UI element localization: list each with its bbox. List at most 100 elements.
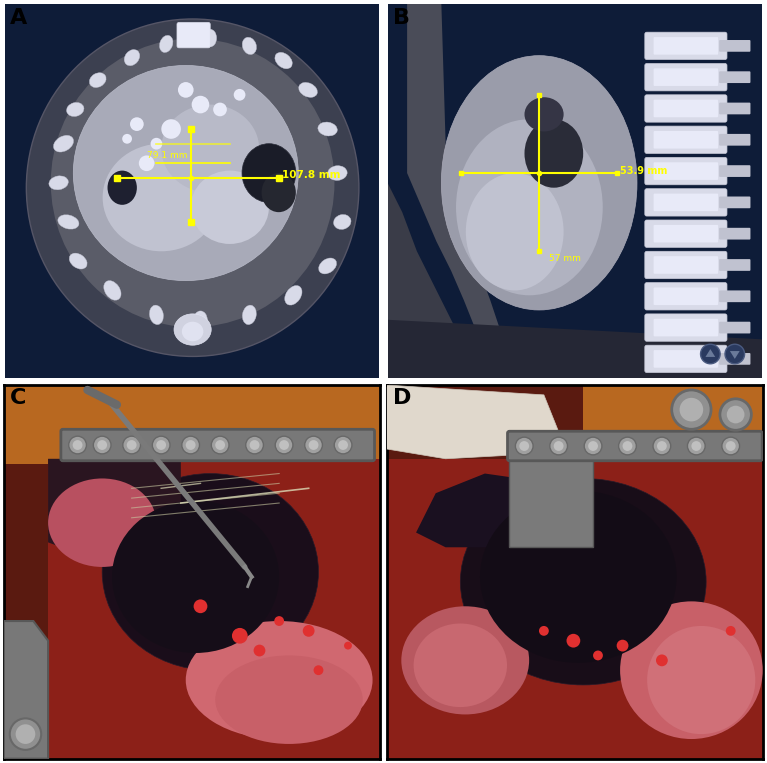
Polygon shape (387, 385, 564, 459)
FancyBboxPatch shape (653, 256, 718, 274)
Polygon shape (387, 459, 763, 758)
Ellipse shape (161, 105, 259, 192)
Polygon shape (407, 4, 515, 378)
Circle shape (150, 138, 163, 150)
Circle shape (130, 118, 143, 131)
Circle shape (722, 437, 739, 455)
Circle shape (94, 436, 111, 454)
Circle shape (69, 436, 87, 454)
Ellipse shape (104, 281, 121, 300)
Polygon shape (706, 349, 716, 357)
Polygon shape (48, 459, 181, 562)
FancyBboxPatch shape (645, 282, 727, 310)
Ellipse shape (186, 621, 373, 739)
Polygon shape (48, 459, 380, 758)
Circle shape (122, 134, 132, 143)
Circle shape (156, 440, 166, 450)
FancyBboxPatch shape (719, 197, 750, 208)
FancyBboxPatch shape (645, 95, 727, 122)
Text: B: B (393, 8, 410, 27)
Circle shape (232, 628, 248, 644)
Ellipse shape (262, 173, 296, 212)
Circle shape (254, 645, 265, 656)
Circle shape (680, 398, 703, 421)
Circle shape (550, 437, 568, 455)
Polygon shape (5, 4, 380, 378)
FancyBboxPatch shape (653, 288, 718, 305)
Text: C: C (10, 388, 26, 408)
Ellipse shape (647, 626, 755, 734)
Ellipse shape (441, 56, 637, 310)
FancyBboxPatch shape (653, 69, 718, 86)
FancyBboxPatch shape (653, 194, 718, 211)
FancyBboxPatch shape (645, 251, 727, 278)
Ellipse shape (160, 35, 173, 53)
FancyBboxPatch shape (719, 291, 750, 302)
Polygon shape (4, 385, 380, 758)
Circle shape (15, 724, 35, 744)
Circle shape (623, 441, 632, 451)
Circle shape (584, 437, 602, 455)
Ellipse shape (525, 119, 583, 188)
Circle shape (334, 436, 352, 454)
Ellipse shape (102, 474, 318, 670)
Text: 53.9 mm: 53.9 mm (621, 166, 668, 176)
Circle shape (192, 96, 209, 114)
Circle shape (161, 119, 181, 139)
Ellipse shape (242, 143, 296, 202)
Ellipse shape (193, 311, 207, 329)
Ellipse shape (58, 214, 79, 229)
Circle shape (672, 390, 711, 430)
Polygon shape (416, 474, 593, 547)
FancyBboxPatch shape (719, 259, 750, 271)
Polygon shape (4, 385, 380, 464)
Ellipse shape (275, 53, 292, 69)
FancyBboxPatch shape (177, 22, 210, 48)
Ellipse shape (204, 29, 216, 47)
Polygon shape (387, 4, 762, 378)
Ellipse shape (51, 39, 334, 327)
FancyBboxPatch shape (61, 430, 374, 461)
Ellipse shape (182, 322, 203, 341)
FancyBboxPatch shape (508, 431, 762, 461)
Circle shape (275, 616, 284, 626)
Circle shape (700, 344, 720, 364)
Ellipse shape (216, 655, 363, 744)
Circle shape (691, 441, 701, 451)
Circle shape (593, 651, 603, 660)
Polygon shape (509, 459, 593, 547)
Ellipse shape (150, 305, 163, 324)
Circle shape (539, 626, 549, 636)
Ellipse shape (112, 501, 279, 653)
Text: A: A (10, 8, 27, 27)
FancyBboxPatch shape (719, 322, 750, 333)
Circle shape (304, 436, 322, 454)
Ellipse shape (620, 601, 762, 739)
Circle shape (275, 436, 293, 454)
Circle shape (234, 89, 245, 101)
Ellipse shape (242, 305, 256, 324)
Circle shape (619, 437, 637, 455)
Text: 107.8 mm: 107.8 mm (281, 170, 340, 180)
Ellipse shape (54, 135, 74, 152)
Circle shape (127, 440, 137, 450)
FancyBboxPatch shape (719, 166, 750, 177)
Circle shape (656, 655, 668, 666)
Circle shape (279, 440, 289, 450)
Circle shape (653, 437, 670, 455)
Ellipse shape (318, 258, 337, 274)
Circle shape (314, 665, 324, 675)
FancyBboxPatch shape (645, 126, 727, 153)
Circle shape (211, 436, 229, 454)
FancyBboxPatch shape (645, 157, 727, 185)
Circle shape (554, 441, 564, 451)
Ellipse shape (456, 119, 603, 295)
Ellipse shape (49, 175, 68, 190)
Circle shape (178, 82, 193, 98)
Ellipse shape (466, 173, 564, 291)
Polygon shape (583, 385, 763, 464)
Circle shape (249, 440, 259, 450)
Polygon shape (730, 351, 739, 359)
Circle shape (657, 441, 667, 451)
Ellipse shape (525, 97, 564, 131)
